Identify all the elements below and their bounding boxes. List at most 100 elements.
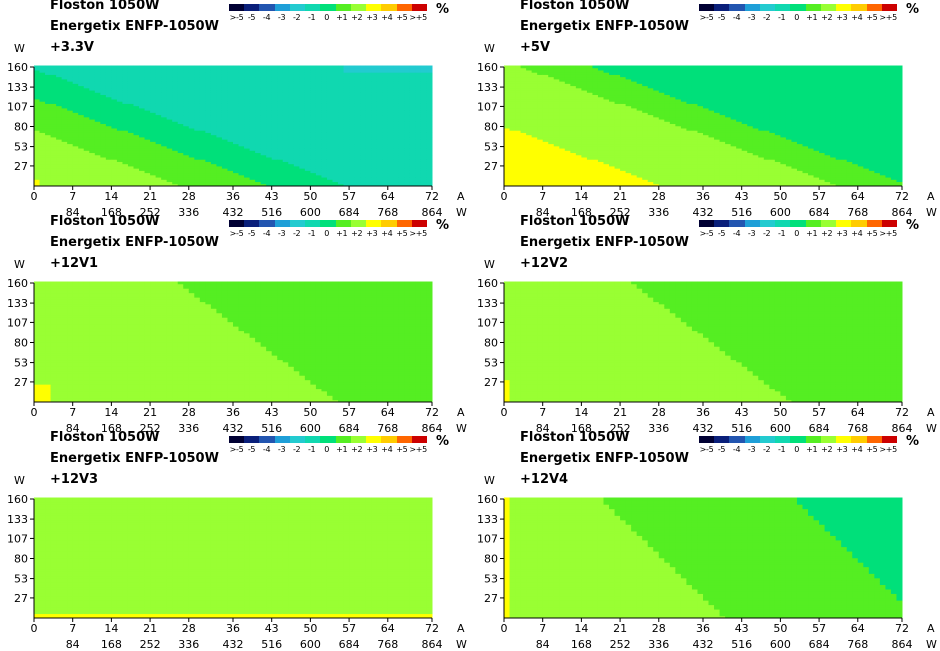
heatmap-cell xyxy=(398,181,405,185)
heatmap-cell xyxy=(326,103,333,107)
heatmap-cell xyxy=(398,94,405,98)
heatmap-cell xyxy=(34,67,41,71)
heatmap-cell xyxy=(72,74,79,78)
heatmap-cell xyxy=(94,134,101,138)
heatmap-cell xyxy=(172,83,179,87)
heatmap-cell xyxy=(542,72,549,75)
heatmap-cell xyxy=(116,177,123,180)
heatmap-cell xyxy=(426,96,433,100)
heatmap-cell xyxy=(581,170,588,174)
heatmap-cell xyxy=(210,159,217,162)
heatmap-cell xyxy=(426,168,433,171)
heatmap-cell xyxy=(537,132,544,136)
heatmap-cell xyxy=(194,156,201,160)
heatmap-cell xyxy=(172,119,179,122)
heatmap-cell xyxy=(553,154,560,158)
heatmap-cell xyxy=(293,136,300,140)
heatmap-cell xyxy=(520,134,527,138)
heatmap-cell xyxy=(216,154,223,158)
heatmap-cell xyxy=(105,127,112,131)
heatmap-cell xyxy=(238,179,245,183)
heatmap-cell xyxy=(326,110,333,113)
heatmap-cell xyxy=(255,179,262,183)
heatmap-cell xyxy=(249,78,256,82)
heatmap-cell xyxy=(548,114,555,118)
heatmap-cell xyxy=(409,90,416,93)
heatmap-cell xyxy=(553,107,560,111)
heatmap-cell xyxy=(509,174,516,178)
heatmap-cell xyxy=(271,92,278,96)
heatmap-cell xyxy=(94,179,101,183)
heatmap-cell xyxy=(531,96,538,100)
heatmap-cell xyxy=(376,112,383,116)
heatmap-cell xyxy=(338,116,345,120)
heatmap-cell xyxy=(56,168,63,171)
heatmap-cell xyxy=(111,136,118,140)
heatmap-cell xyxy=(139,98,146,102)
heatmap-cell xyxy=(277,183,284,187)
heatmap-cell xyxy=(282,65,289,69)
heatmap-cell xyxy=(398,72,405,75)
heatmap-cell xyxy=(266,101,273,104)
heatmap-cell xyxy=(150,156,157,160)
heatmap-cell xyxy=(177,172,184,176)
heatmap-cell xyxy=(592,136,599,140)
heatmap-cell xyxy=(260,152,267,156)
heatmap-cell xyxy=(387,105,394,109)
heatmap-cell xyxy=(409,87,416,91)
heatmap-cell xyxy=(89,177,96,180)
heatmap-cell xyxy=(310,168,317,171)
heatmap-cell xyxy=(105,181,112,185)
heatmap-cell xyxy=(526,85,533,89)
x-watt-tick-label: 768 xyxy=(377,206,398,219)
heatmap-cell xyxy=(504,72,511,75)
heatmap-cell xyxy=(83,114,90,118)
heatmap-cell xyxy=(537,154,544,158)
heatmap-cell xyxy=(56,78,63,82)
heatmap-cell xyxy=(61,98,68,102)
heatmap-cell xyxy=(133,65,140,69)
heatmap-cell xyxy=(409,174,416,178)
heatmap-cell xyxy=(127,159,134,162)
heatmap-cell xyxy=(537,101,544,104)
heatmap-cell xyxy=(559,98,566,102)
heatmap-cell xyxy=(299,168,306,171)
heatmap-cell xyxy=(34,74,41,78)
heatmap-cell xyxy=(304,76,311,80)
heatmap-cell xyxy=(244,125,251,129)
heatmap-cell xyxy=(238,72,245,75)
heatmap-cell xyxy=(78,172,85,176)
heatmap-cell xyxy=(111,134,118,138)
heatmap-cell xyxy=(326,67,333,71)
heatmap-cell xyxy=(233,174,240,178)
heatmap-cell xyxy=(426,114,433,118)
heatmap-cell xyxy=(244,92,251,96)
heatmap-cell xyxy=(89,110,96,113)
heatmap-cell xyxy=(133,112,140,116)
heatmap-cell xyxy=(233,92,240,96)
heatmap-cell xyxy=(238,78,245,82)
heatmap-cell xyxy=(570,96,577,100)
heatmap-cell xyxy=(221,114,228,118)
heatmap-cell xyxy=(210,92,217,96)
heatmap-cell xyxy=(266,90,273,93)
heatmap-cell xyxy=(393,116,400,120)
heatmap-cell xyxy=(194,105,201,109)
heatmap-cell xyxy=(581,181,588,185)
heatmap-cell xyxy=(166,177,173,180)
heatmap-cell xyxy=(78,78,85,82)
heatmap-cell xyxy=(570,81,577,84)
heatmap-cell xyxy=(111,172,118,176)
heatmap-cell xyxy=(597,74,604,78)
heatmap-cell xyxy=(161,123,168,127)
heatmap-cell xyxy=(116,96,123,100)
heatmap-cell xyxy=(56,132,63,136)
heatmap-cell xyxy=(559,150,566,154)
heatmap-cell xyxy=(116,163,123,167)
heatmap-cell xyxy=(559,134,566,138)
heatmap-cell xyxy=(315,116,322,120)
heatmap-cell xyxy=(349,150,356,154)
heatmap-cell xyxy=(338,156,345,160)
heatmap-cell xyxy=(581,81,588,84)
heatmap-cell xyxy=(548,125,555,129)
